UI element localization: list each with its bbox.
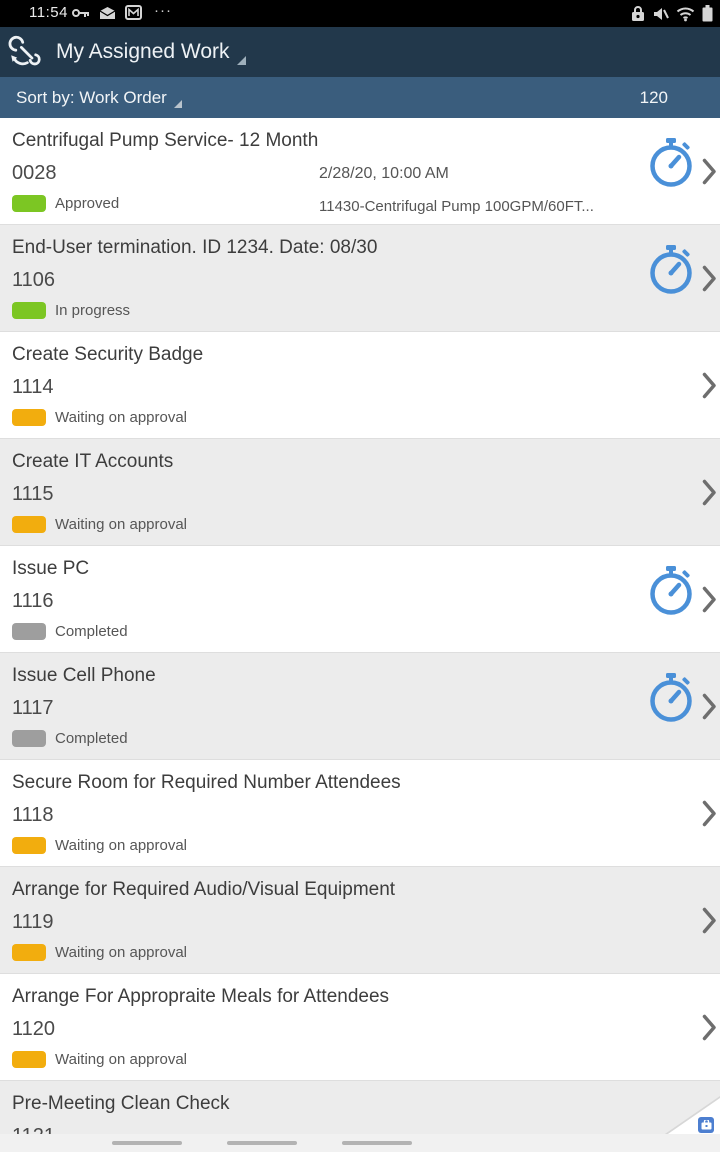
- chevron-right-icon[interactable]: [702, 907, 717, 934]
- work-order-id: 1121: [12, 1125, 55, 1134]
- chevron-down-icon: [236, 55, 246, 65]
- chevron-right-icon[interactable]: [702, 158, 717, 185]
- mail-icon: [99, 6, 116, 19]
- app-bar: My Assigned Work 0134: [0, 27, 720, 77]
- sort-bar: Sort by: Work Order 120: [0, 77, 720, 118]
- status-badge: Completed: [12, 623, 128, 640]
- status-badge: Waiting on approval: [12, 516, 187, 533]
- work-profile-badge-icon: [698, 1117, 714, 1133]
- status-badge: Waiting on approval: [12, 1051, 187, 1068]
- work-order-list: Centrifugal Pump Service- 12 Month 0028 …: [0, 118, 720, 1134]
- app-logo-wrench-icon: [8, 35, 41, 66]
- result-count: 120: [639, 87, 668, 107]
- navigation-bar: [0, 1134, 720, 1152]
- work-order-title: Issue Cell Phone: [12, 665, 156, 686]
- chevron-right-icon[interactable]: [702, 479, 717, 506]
- work-order-title: Create IT Accounts: [12, 451, 174, 472]
- chevron-down-icon: [173, 100, 182, 108]
- work-order-id: 1116: [12, 590, 54, 612]
- work-order-scheduled-date: 2/28/20, 10:00 AM: [319, 165, 449, 182]
- work-order-row[interactable]: Issue Cell Phone 1117 Completed: [0, 653, 720, 760]
- timer-icon: [650, 245, 692, 294]
- status-color-chip: [12, 623, 46, 640]
- clock: 11:54: [29, 4, 68, 21]
- work-order-row[interactable]: Pre-Meeting Clean Check 1121: [0, 1081, 720, 1134]
- chevron-right-icon[interactable]: [702, 1014, 717, 1041]
- page-title: My Assigned Work: [56, 40, 230, 63]
- work-order-id: 1114: [12, 376, 54, 398]
- battery-icon: [702, 5, 713, 22]
- work-order-id: 1106: [12, 269, 56, 291]
- work-order-title: Create Security Badge: [12, 344, 204, 365]
- status-badge: Approved: [12, 195, 119, 212]
- status-color-chip: [12, 1051, 46, 1068]
- status-color-chip: [12, 837, 46, 854]
- status-badge: Completed: [12, 730, 128, 747]
- work-order-row[interactable]: Arrange For Appropraite Meals for Attend…: [0, 974, 720, 1081]
- work-order-id: 0028: [12, 162, 57, 184]
- status-label: Waiting on approval: [55, 944, 188, 961]
- work-order-row[interactable]: Create IT Accounts 1115 Waiting on appro…: [0, 439, 720, 546]
- status-label: Completed: [55, 623, 128, 640]
- wifi-icon: [676, 7, 695, 21]
- timer-icon: [650, 566, 692, 615]
- status-badge: In progress: [12, 302, 130, 319]
- status-badge: Waiting on approval: [12, 944, 187, 961]
- work-order-id: 1115: [12, 483, 54, 505]
- key-icon: [72, 8, 89, 17]
- status-color-chip: [12, 730, 46, 747]
- gmail-icon: [125, 5, 142, 20]
- status-badge: Waiting on approval: [12, 837, 187, 854]
- work-order-row[interactable]: Centrifugal Pump Service- 12 Month 0028 …: [0, 118, 720, 225]
- nav-recents-handle[interactable]: [112, 1141, 182, 1145]
- mute-icon: [654, 7, 669, 20]
- work-order-row[interactable]: Secure Room for Required Number Attendee…: [0, 760, 720, 867]
- work-order-title: Arrange For Appropraite Meals for Attend…: [12, 986, 390, 1007]
- work-order-title: Secure Room for Required Number Attendee…: [12, 772, 401, 793]
- work-order-id: 1117: [12, 697, 54, 719]
- more-notifications-icon: ···: [154, 2, 172, 19]
- status-label: Waiting on approval: [55, 1051, 188, 1068]
- work-order-title: Pre-Meeting Clean Check: [12, 1093, 230, 1114]
- work-order-id: 1119: [12, 911, 54, 933]
- timer-icon: [650, 673, 692, 722]
- work-order-row[interactable]: Issue PC 1116 Completed: [0, 546, 720, 653]
- status-bar: 11:54 ···: [0, 0, 720, 27]
- status-label: In progress: [55, 302, 131, 319]
- lock-icon: [632, 5, 644, 21]
- status-color-chip: [12, 944, 46, 961]
- work-order-title: End-User termination. ID 1234. Date: 08/…: [12, 237, 378, 258]
- chevron-right-icon[interactable]: [702, 586, 717, 613]
- status-color-chip: [12, 516, 46, 533]
- status-label: Waiting on approval: [55, 409, 188, 426]
- status-color-chip: [12, 409, 46, 426]
- chevron-right-icon[interactable]: [702, 372, 717, 399]
- work-order-id: 1120: [12, 1018, 56, 1040]
- work-order-asset: 11430-Centrifugal Pump 100GPM/60FT...: [319, 198, 594, 215]
- page-title-selector[interactable]: My Assigned Work: [56, 27, 246, 77]
- work-order-row[interactable]: Create Security Badge 1114 Waiting on ap…: [0, 332, 720, 439]
- status-badge: Waiting on approval: [12, 409, 187, 426]
- status-color-chip: [12, 195, 46, 212]
- nav-home-handle[interactable]: [227, 1141, 297, 1145]
- work-order-title: Issue PC: [12, 558, 90, 579]
- status-label: Completed: [55, 730, 128, 747]
- work-order-title: Arrange for Required Audio/Visual Equipm…: [12, 879, 396, 900]
- chevron-right-icon[interactable]: [702, 800, 717, 827]
- timer-icon: [650, 138, 692, 187]
- sort-selector[interactable]: Sort by: Work Order: [16, 77, 182, 118]
- status-label: Approved: [55, 195, 120, 212]
- nav-back-handle[interactable]: [342, 1141, 412, 1145]
- status-color-chip: [12, 302, 46, 319]
- work-order-title: Centrifugal Pump Service- 12 Month: [12, 130, 319, 151]
- chevron-right-icon[interactable]: [702, 693, 717, 720]
- status-label: Waiting on approval: [55, 837, 188, 854]
- work-order-row[interactable]: Arrange for Required Audio/Visual Equipm…: [0, 867, 720, 974]
- chevron-right-icon[interactable]: [702, 265, 717, 292]
- work-order-id: 1118: [12, 804, 54, 826]
- sort-label: Sort by: Work Order: [16, 87, 167, 107]
- status-label: Waiting on approval: [55, 516, 188, 533]
- work-order-row[interactable]: End-User termination. ID 1234. Date: 08/…: [0, 225, 720, 332]
